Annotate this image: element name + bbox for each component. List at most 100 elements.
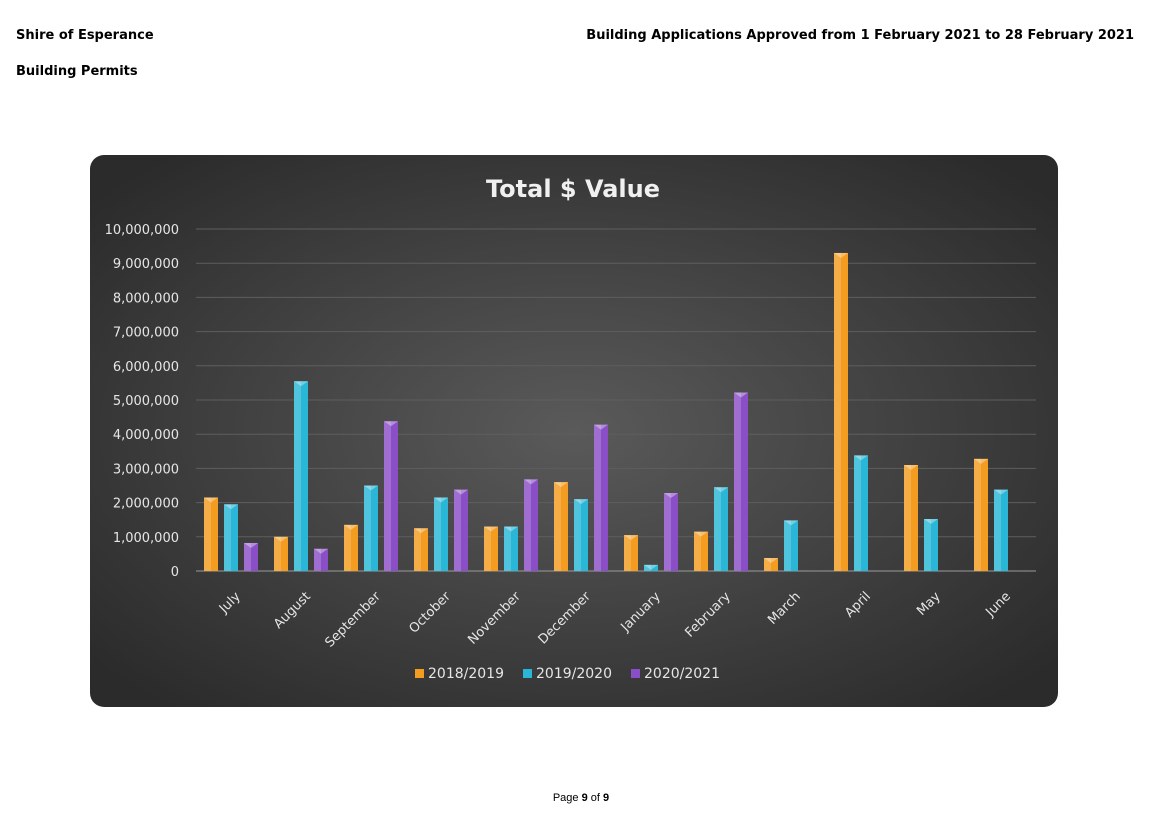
bar-highlight xyxy=(714,487,721,571)
bar-highlight xyxy=(784,520,791,571)
bar xyxy=(454,489,468,571)
bar xyxy=(434,497,448,571)
bar-cap xyxy=(274,536,288,542)
legend-item: 2018/2019 xyxy=(415,666,504,682)
bar xyxy=(714,487,728,571)
bar-highlight xyxy=(504,526,511,571)
bar xyxy=(574,499,588,571)
bar-highlight xyxy=(624,535,631,571)
y-tick-label: 8,000,000 xyxy=(113,291,179,306)
bar xyxy=(974,458,988,571)
bar-highlight xyxy=(994,489,1001,571)
bar-cap xyxy=(344,524,358,530)
bar-body xyxy=(344,524,358,571)
bar-cap xyxy=(204,497,218,503)
bar-cap xyxy=(504,526,518,532)
report-title: Building Applications Approved from 1 Fe… xyxy=(586,28,1134,43)
bar xyxy=(244,542,258,571)
bar xyxy=(344,524,358,571)
bar xyxy=(694,531,708,571)
chart-background xyxy=(90,155,1058,707)
chart-title: Total $ Value xyxy=(486,175,660,203)
bar-highlight xyxy=(644,564,651,571)
bar-cap xyxy=(454,489,468,495)
bar-cap xyxy=(384,421,398,427)
bar-highlight xyxy=(414,528,421,571)
bar-cap xyxy=(784,520,798,526)
y-tick-label: 0 xyxy=(171,565,179,580)
bar-body xyxy=(294,381,308,571)
bar-body xyxy=(574,499,588,571)
bar xyxy=(854,455,868,571)
legend-label: 2018/2019 xyxy=(428,666,504,682)
bar-body xyxy=(784,520,798,571)
bar-cap xyxy=(734,392,748,398)
legend-item: 2020/2021 xyxy=(631,666,720,682)
bar-cap xyxy=(244,542,258,548)
page-current: 9 xyxy=(581,792,588,804)
bar-cap xyxy=(314,548,328,554)
y-axis-ticks: 0 1,000,000 2,000,000 3,000,000 4,000,000 5,0… xyxy=(105,223,179,580)
page-prefix: Page xyxy=(552,792,579,804)
bar-highlight xyxy=(904,464,911,571)
bar-body xyxy=(484,526,498,571)
bar-highlight xyxy=(734,392,741,571)
bar-highlight xyxy=(574,499,581,571)
bar xyxy=(624,535,638,571)
bar xyxy=(554,482,568,571)
y-tick-label: 6,000,000 xyxy=(113,360,179,375)
bar-cap xyxy=(644,564,658,570)
bar-body xyxy=(734,392,748,571)
bar-body xyxy=(924,519,938,571)
bar-body xyxy=(244,542,258,571)
bar-highlight xyxy=(924,519,931,571)
y-tick-label: 5,000,000 xyxy=(113,394,179,409)
bar-highlight xyxy=(764,558,771,571)
bar-cap xyxy=(974,458,988,464)
legend-label: 2019/2020 xyxy=(536,666,612,682)
bar-cap xyxy=(224,504,238,510)
bar-cap xyxy=(574,499,588,505)
bar-body xyxy=(644,564,658,571)
bar-highlight xyxy=(274,536,281,571)
bar xyxy=(384,421,398,571)
bar-cap xyxy=(854,455,868,461)
bar-cap xyxy=(624,535,638,541)
bar-cap xyxy=(764,558,778,564)
bar-highlight xyxy=(524,479,531,571)
bar-highlight xyxy=(834,252,841,571)
bar-body xyxy=(664,493,678,571)
bar-highlight xyxy=(314,548,321,571)
bar-body xyxy=(204,497,218,571)
bar-body xyxy=(904,464,918,571)
section-title: Building Permits xyxy=(16,64,138,79)
page-of: of xyxy=(590,792,600,804)
bar-highlight xyxy=(594,424,601,571)
bar-body xyxy=(434,497,448,571)
bar xyxy=(834,252,848,571)
chart-container: Total $ Value 0 1,000,000 2,000,000 3,000,0… xyxy=(88,155,1060,708)
bar-cap xyxy=(994,489,1008,495)
bar-cap xyxy=(434,497,448,503)
bar xyxy=(294,381,308,571)
bar-body xyxy=(504,526,518,571)
bar xyxy=(224,504,238,571)
bar-body xyxy=(764,558,778,571)
bar xyxy=(594,424,608,571)
y-tick-label: 2,000,000 xyxy=(113,497,179,512)
bar-cap xyxy=(554,482,568,488)
legend-swatch xyxy=(523,669,532,678)
bar-cap xyxy=(594,424,608,430)
bar-body xyxy=(364,485,378,571)
bar-chart: Total $ Value 0 1,000,000 2,000,000 3,000,0… xyxy=(90,155,1058,707)
y-tick-label: 10,000,000 xyxy=(105,223,179,238)
organization-name: Shire of Esperance xyxy=(16,28,154,43)
bar-body xyxy=(994,489,1008,571)
bar xyxy=(204,497,218,571)
legend-item: 2019/2020 xyxy=(523,666,612,682)
bar-cap xyxy=(714,487,728,493)
bar-body xyxy=(594,424,608,571)
bar xyxy=(734,392,748,571)
bar xyxy=(784,520,798,571)
bar-body xyxy=(384,421,398,571)
